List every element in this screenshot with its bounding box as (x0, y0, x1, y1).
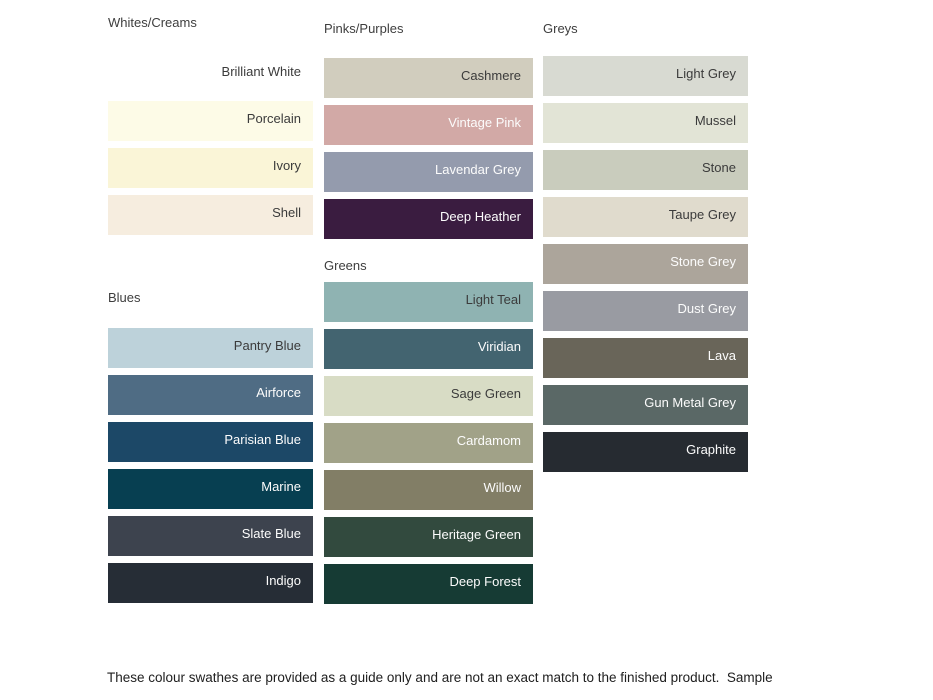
section-header-greys: Greys (543, 21, 578, 36)
section-whites-creams: Whites/Creams Brilliant White Porcelain Iv… (108, 15, 313, 242)
swatch-label: Pantry Blue (233, 337, 301, 353)
section-header-whites-creams: Whites/Creams (108, 15, 197, 30)
swatch-label: Vintage Pink (448, 114, 521, 130)
swatch-label: Gun Metal Grey (644, 394, 736, 410)
swatch-label: Stone (702, 159, 736, 175)
swatch-stone-grey: Stone Grey (543, 244, 748, 284)
swatch-marine: Marine (108, 469, 313, 509)
swatch-label: Cardamom (456, 432, 521, 448)
swatch-list-greys: Light Grey Mussel Stone Taupe Grey Stone Gre… (543, 56, 748, 472)
swatch-label: Parisian Blue (224, 431, 301, 447)
swatch-label: Indigo (265, 572, 301, 588)
section-greens: Greens Light Teal Viridian Sage Green Carda… (324, 258, 533, 611)
swatch-light-teal: Light Teal (324, 282, 533, 322)
swatch-willow: Willow (324, 470, 533, 510)
section-header-pinks-purples: Pinks/Purples (324, 21, 404, 36)
swatch-list-greens: Light Teal Viridian Sage Green Cardamom Will… (324, 282, 533, 604)
swatch-label: Heritage Green (432, 526, 521, 542)
swatch-label: Light Grey (676, 65, 736, 81)
swatch-list-blues: Pantry Blue Airforce Parisian Blue Marine Sl… (108, 328, 313, 603)
swatch-mussel: Mussel (543, 103, 748, 143)
swatch-shell: Shell (108, 195, 313, 235)
swatch-ivory: Ivory (108, 148, 313, 188)
swatch-label: Marine (261, 478, 301, 494)
swatch-label: Shell (272, 204, 301, 220)
swatch-label: Stone Grey (670, 253, 736, 269)
swatch-label: Deep Forest (449, 573, 521, 589)
swatch-porcelain: Porcelain (108, 101, 313, 141)
swatch-list-whites-creams: Brilliant White Porcelain Ivory Shell (108, 54, 313, 235)
swatch-label: Deep Heather (440, 208, 521, 224)
section-blues: Blues Pantry Blue Airforce Parisian Blue Ma… (108, 290, 313, 610)
swatch-label: Brilliant White (221, 63, 301, 79)
swatch-label: Lava (707, 347, 736, 363)
swatch-label: Willow (483, 479, 521, 495)
swatch-deep-forest: Deep Forest (324, 564, 533, 604)
swatch-vintage-pink: Vintage Pink (324, 105, 533, 145)
swatch-label: Viridian (477, 338, 521, 354)
swatch-label: Lavendar Grey (435, 161, 521, 177)
swatch-cashmere: Cashmere (324, 58, 533, 98)
swatch-label: Cashmere (461, 67, 521, 83)
swatch-heritage-green: Heritage Green (324, 517, 533, 557)
swatch-gun-metal-grey: Gun Metal Grey (543, 385, 748, 425)
swatch-brilliant-white: Brilliant White (108, 54, 313, 94)
section-pinks-purples: Pinks/Purples Cashmere Vintage Pink Lavend… (324, 21, 533, 246)
swatch-stone: Stone (543, 150, 748, 190)
swatch-label: Taupe Grey (668, 206, 736, 222)
swatch-airforce: Airforce (108, 375, 313, 415)
swatch-label: Slate Blue (241, 525, 301, 541)
swatch-indigo: Indigo (108, 563, 313, 603)
swatch-dust-grey: Dust Grey (543, 291, 748, 331)
swatch-parisian-blue: Parisian Blue (108, 422, 313, 462)
swatch-sage-green: Sage Green (324, 376, 533, 416)
section-greys: Greys Light Grey Mussel Stone Taupe Grey Sto… (543, 21, 748, 479)
swatch-slate-blue: Slate Blue (108, 516, 313, 556)
swatch-label: Sage Green (450, 385, 521, 401)
swatch-label: Graphite (686, 441, 736, 457)
swatch-label: Mussel (694, 112, 736, 128)
section-header-greens: Greens (324, 258, 367, 273)
swatch-pantry-blue: Pantry Blue (108, 328, 313, 368)
swatch-label: Porcelain (246, 110, 301, 126)
swatch-viridian: Viridian (324, 329, 533, 369)
swatch-lavendar-grey: Lavendar Grey (324, 152, 533, 192)
footer-note: These colour swathes are provided as a g… (107, 639, 787, 700)
swatch-label: Airforce (256, 384, 301, 400)
swatch-deep-heather: Deep Heather (324, 199, 533, 239)
section-header-blues: Blues (108, 290, 141, 305)
swatch-label: Light Teal (465, 291, 521, 307)
swatch-list-pinks-purples: Cashmere Vintage Pink Lavendar Grey Deep He… (324, 58, 533, 239)
footer-line-1: These colour swathes are provided as a g… (107, 670, 773, 685)
swatch-lava: Lava (543, 338, 748, 378)
swatch-label: Ivory (272, 157, 301, 173)
swatch-cardamom: Cardamom (324, 423, 533, 463)
swatch-taupe-grey: Taupe Grey (543, 197, 748, 237)
swatch-label: Dust Grey (677, 300, 736, 316)
swatch-light-grey: Light Grey (543, 56, 748, 96)
swatch-graphite: Graphite (543, 432, 748, 472)
